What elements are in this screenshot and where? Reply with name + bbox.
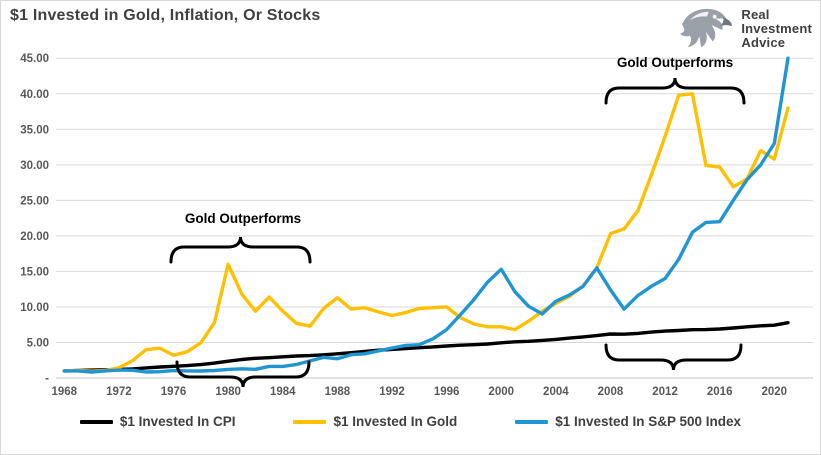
y-tick-label: 10.00 (20, 302, 49, 314)
x-tick-label: 1968 (52, 386, 78, 398)
eagle-icon (680, 8, 733, 48)
x-tick-label: 1972 (106, 386, 132, 398)
legend-item-cpi: $1 Invested In CPI (79, 414, 236, 429)
logo-text: Real Investment Advice (741, 8, 812, 50)
legend-label-gold: $1 Invested In Gold (333, 414, 458, 429)
ria-logo: Real Investment Advice (676, 5, 812, 53)
y-tick-label: 25.00 (20, 195, 49, 207)
annotation-label: Gold Outperforms (617, 55, 733, 70)
y-tick-label: 45.00 (20, 53, 49, 65)
eagle-beak-shape (720, 17, 733, 27)
x-tick-label: 2020 (762, 386, 788, 398)
legend-swatch-sp500 (515, 419, 549, 424)
annotation-brace (175, 360, 311, 388)
series-line-sp500 (62, 56, 790, 374)
x-tick-label: 1980 (215, 386, 241, 398)
legend-label-sp500: $1 Invested In S&P 500 Index (555, 414, 742, 429)
y-tick-label: 40.00 (20, 89, 49, 101)
y-tick-label: 15.00 (20, 266, 49, 278)
annotation-brace (604, 77, 746, 105)
y-tick-label: 20.00 (20, 231, 49, 243)
x-tick-label: 1976 (161, 386, 187, 398)
series-line-gold (62, 92, 790, 373)
x-tick-label: 2000 (488, 386, 514, 398)
y-tick-label: 35.00 (20, 124, 49, 136)
chart-title: $1 Invested in Gold, Inflation, Or Stock… (10, 7, 321, 24)
eagle-brow-shape (689, 11, 710, 21)
legend-label-cpi: $1 Invested In CPI (119, 414, 236, 429)
legend-item-sp500: $1 Invested In S&P 500 Index (515, 414, 741, 429)
logo-line-3: Advice (741, 35, 786, 50)
x-tick-label: 1984 (270, 386, 296, 398)
legend-swatch-gold (293, 419, 327, 424)
x-tick-label: 1996 (434, 386, 460, 398)
y-tick-label: - (45, 373, 49, 385)
eagle-eye (713, 14, 717, 19)
x-tick-label: 2016 (707, 386, 733, 398)
y-tick-label: 5.00 (27, 337, 49, 349)
annotation-brace (604, 343, 743, 371)
series-line-cpi (62, 321, 790, 373)
y-tick-label: 30.00 (20, 160, 49, 172)
x-tick-label: 2008 (598, 386, 624, 398)
legend-item-gold: $1 Invested In Gold (293, 414, 457, 429)
annotation-brace (169, 236, 312, 264)
x-tick-label: 2004 (543, 386, 569, 398)
annotation-label: Gold Outperforms (185, 211, 301, 226)
legend-swatch-cpi (79, 419, 113, 424)
x-tick-label: 1988 (325, 386, 351, 398)
x-tick-label: 2012 (652, 386, 678, 398)
legend: $1 Invested In CPI $1 Invested In Gold $… (1, 414, 820, 429)
logo-line-1: Real (741, 7, 770, 22)
logo-line-2: Investment (741, 21, 812, 36)
x-tick-label: 1992 (379, 386, 405, 398)
